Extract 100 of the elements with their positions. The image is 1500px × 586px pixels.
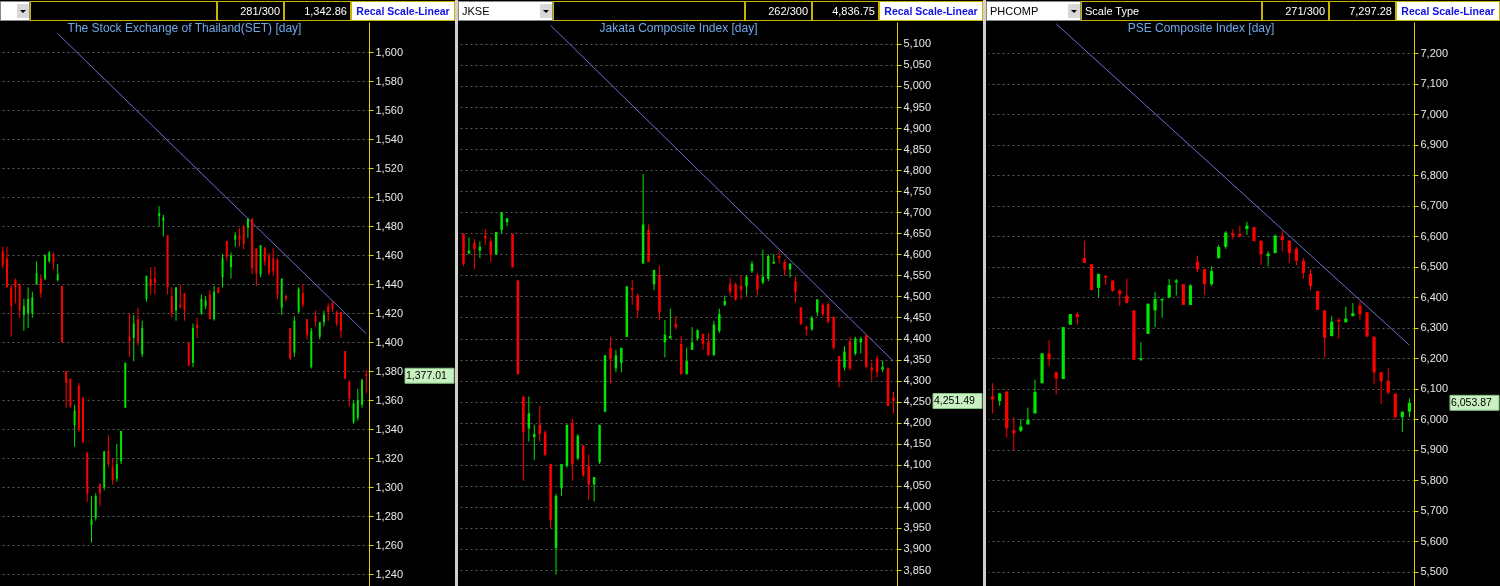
y-tick-label: 5,600 [1420,534,1449,547]
y-tick-label: 4,800 [903,163,932,176]
candlestick [162,214,165,238]
candlestick [1054,371,1058,396]
candlestick [756,272,759,297]
candlestick [132,314,135,362]
candlestick [10,283,13,338]
candlestick [1351,302,1355,317]
chart-title: The Stock Exchange of Thailand(SET) [day] [67,21,302,35]
y-tick-label: 5,900 [1420,443,1449,456]
y-tick-label: 4,850 [903,142,932,155]
candlestick [1188,283,1193,306]
candlestick [620,347,623,373]
candlestick [272,247,275,277]
candlestick [1139,341,1143,362]
candlestick [145,275,148,303]
y-tick-label: 1,480 [375,219,404,232]
text-field: Scale Type [1081,1,1262,21]
candlestick [1407,398,1412,418]
y-tick-label: 1,440 [375,277,404,290]
y-tick-label: 1,500 [375,190,404,203]
y-tick-label: 1,460 [375,248,404,261]
y-tick-label: 6,400 [1420,290,1449,303]
candlestick [767,253,770,282]
y-tick-label: 6,500 [1420,260,1449,273]
candlestick [1358,300,1362,321]
text: 1,342.86 [284,1,351,21]
candlestick [870,361,873,382]
candlestick [1330,315,1334,338]
chart-title: Jakata Composite Index [day] [599,21,758,35]
candlestick [361,378,363,409]
candlestick [609,336,612,385]
y-tick-label: 5,500 [1420,565,1449,578]
y-tick-label: 6,800 [1420,168,1449,181]
candlestick [323,310,325,327]
candlestick [1209,265,1214,287]
candlestick [179,283,182,309]
y-tick-label: 4,600 [903,247,932,260]
y-tick-label: 3,850 [903,563,932,576]
candlestick [473,238,476,270]
candlestick [200,294,203,316]
candlestick [22,298,25,332]
candlestick [230,252,232,280]
candlestick [65,370,68,409]
candlestick [1012,416,1016,452]
y-tick-label: 4,000 [903,500,932,513]
candlestick [44,253,46,281]
y-tick-label: 4,450 [903,310,932,323]
text: JKSE [462,5,490,17]
candlestick [187,341,190,367]
candlestick [669,308,672,340]
y-tick-label: 4,750 [903,184,932,197]
text: Recal Scale-Linear [879,1,983,21]
candlestick [631,279,634,306]
y-tick-label: 1,420 [375,306,404,319]
candlestick [1259,240,1263,266]
y-tick-label: 7,100 [1420,77,1449,90]
y-tick-label: 3,950 [903,521,932,534]
y-tick-label: 5,100 [903,37,932,50]
candlestick [538,405,541,443]
candlestick [242,224,245,251]
candlestick [1167,278,1171,299]
candlestick [1047,339,1051,367]
y-tick-label: 6,700 [1420,199,1449,212]
candlestick [158,205,161,227]
candlestick [191,323,194,368]
y-tick-label: 4,400 [903,332,932,345]
y-tick-label: 4,350 [903,353,932,366]
candlestick [263,246,266,267]
candlestick [685,347,688,375]
y-tick-label: 4,100 [903,458,932,471]
candlestick [111,457,114,486]
candlestick [196,317,199,339]
y-tick-label: 1,260 [375,538,404,551]
y-tick-label: 1,240 [375,567,404,580]
y-tick-label: 1,560 [375,103,404,116]
candlestick [734,282,737,302]
y-tick-label: 6,300 [1420,321,1449,334]
candlestick [1026,407,1030,425]
candlestick [339,311,342,339]
y-tick-label: 4,250 [903,395,932,408]
candlestick [718,308,721,334]
candlestick [128,312,131,358]
y-tick-label: 1,540 [375,132,404,145]
y-tick-label: 1,340 [375,422,404,435]
candlestick [284,294,287,303]
candlestick [82,397,85,443]
candlestick [794,276,797,303]
candlestick [306,318,309,341]
y-tick-label: 1,580 [375,74,404,87]
candlestick [365,369,368,394]
y-tick-label: 6,000 [1420,412,1449,425]
y-tick-label: 1,600 [375,45,404,58]
candlestick [533,424,536,461]
candlestick [1202,268,1207,296]
y-tick-label: 4,050 [903,479,932,492]
candlestick [1033,379,1037,414]
text: 4,836.75 [812,1,879,21]
text: 281/300 [217,1,284,21]
y-tick-label: 4,500 [903,289,932,302]
